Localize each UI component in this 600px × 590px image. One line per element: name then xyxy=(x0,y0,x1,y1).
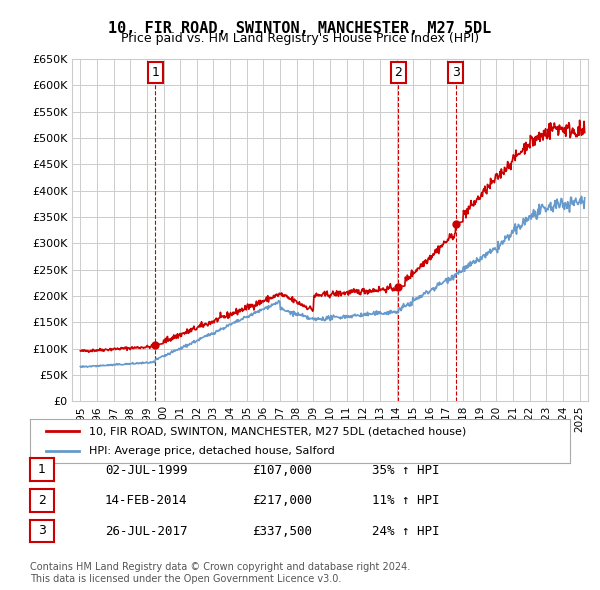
Text: Contains HM Land Registry data © Crown copyright and database right 2024.
This d: Contains HM Land Registry data © Crown c… xyxy=(30,562,410,584)
Text: 24% ↑ HPI: 24% ↑ HPI xyxy=(372,525,439,538)
Text: £217,000: £217,000 xyxy=(252,494,312,507)
Text: £107,000: £107,000 xyxy=(252,464,312,477)
Text: 3: 3 xyxy=(452,66,460,79)
Text: 1: 1 xyxy=(38,463,46,476)
Text: 3: 3 xyxy=(38,525,46,537)
Text: £337,500: £337,500 xyxy=(252,525,312,538)
Text: 10, FIR ROAD, SWINTON, MANCHESTER, M27 5DL: 10, FIR ROAD, SWINTON, MANCHESTER, M27 5… xyxy=(109,21,491,35)
Text: 11% ↑ HPI: 11% ↑ HPI xyxy=(372,494,439,507)
Text: 2: 2 xyxy=(38,494,46,507)
Text: 26-JUL-2017: 26-JUL-2017 xyxy=(105,525,187,538)
Text: 14-FEB-2014: 14-FEB-2014 xyxy=(105,494,187,507)
Text: 1: 1 xyxy=(151,66,159,79)
Text: 35% ↑ HPI: 35% ↑ HPI xyxy=(372,464,439,477)
Text: 10, FIR ROAD, SWINTON, MANCHESTER, M27 5DL (detached house): 10, FIR ROAD, SWINTON, MANCHESTER, M27 5… xyxy=(89,427,467,436)
Text: 2: 2 xyxy=(394,66,402,79)
Text: 02-JUL-1999: 02-JUL-1999 xyxy=(105,464,187,477)
Text: Price paid vs. HM Land Registry's House Price Index (HPI): Price paid vs. HM Land Registry's House … xyxy=(121,32,479,45)
Text: HPI: Average price, detached house, Salford: HPI: Average price, detached house, Salf… xyxy=(89,446,335,455)
